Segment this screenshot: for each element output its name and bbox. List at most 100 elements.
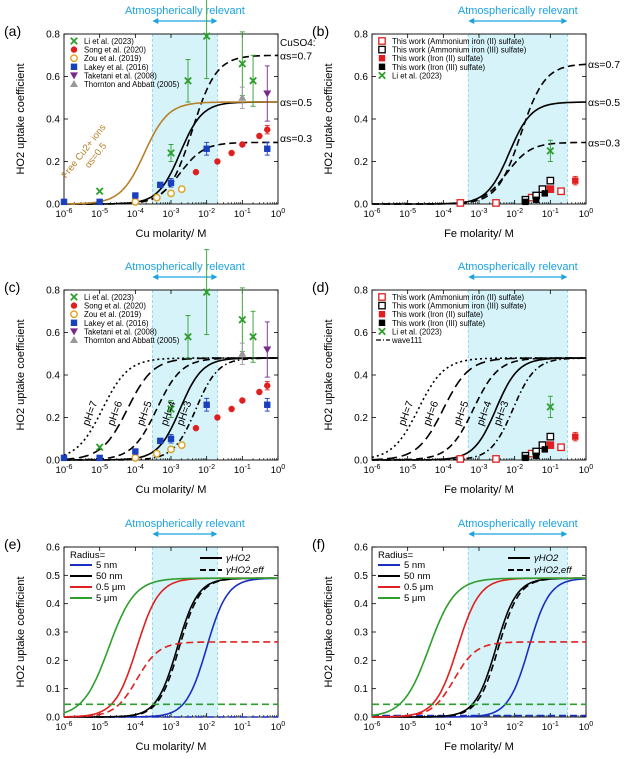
y-axis-label: HO2 uptake coefficient [323,319,335,430]
y-tick-label: 0.3 [46,628,60,639]
data-marker [378,63,386,70]
data-marker [532,452,540,459]
panel-b: Atmospherically relevant (b) 0.0 0.2 0.4 0.6 0… [312,5,620,240]
legend-entry: Thornton and Abbatt (2005) [84,336,180,345]
x-tick-label: 10-1 [234,207,251,220]
data-marker [378,319,386,326]
data-marker [70,302,78,309]
data-marker [167,149,175,157]
legend-entry: This work (Ammonium iron (II) sulfate) [392,293,525,302]
series-curve [64,641,278,718]
x-tick-label: 10-2 [506,463,523,476]
arrow-head-left [152,531,159,537]
x-axis-label: Cu molarity/ M [136,741,207,753]
x-tick-label: 10-3 [163,463,180,476]
legend-entry: 50 nm [404,571,430,582]
data-marker [264,401,271,408]
data-marker [378,37,386,45]
legend-entry: This work (Iron (II) sulfate) [392,54,483,63]
y-tick-label: 0.4 [46,115,60,126]
x-tick-label: 10-6 [364,463,381,476]
legend-title: Radius= [378,550,414,561]
series-curve [371,641,586,718]
legend-entry: This work (Iron (II) sulfate) [392,310,483,319]
data-marker [132,448,139,455]
chart-title: Atmospherically relevant [458,5,578,17]
panel-f: Atmospherically relevant (f) 0.0 0.1 0.2 0.3 0… [312,518,593,753]
data-marker [70,54,78,63]
panel-label: (b) [312,23,329,39]
data-marker [546,403,555,411]
y-tick-label: 0.2 [46,656,60,667]
x-axis-label: Fe molarity/ M [444,741,514,753]
data-marker [557,187,565,196]
x-tick-label: 10-3 [163,207,180,220]
series-curve [63,577,278,714]
data-marker [228,149,235,157]
data-marker [238,315,247,324]
x-tick-label: 10-3 [163,720,180,733]
data-marker [557,443,565,452]
data-marker [70,336,78,343]
data-marker [202,32,211,40]
curve-label: αs=0.3 [588,137,620,149]
data-marker [192,168,200,176]
data-marker [239,397,246,404]
x-tick-label: 10-2 [198,720,215,733]
chart-title: Atmospherically relevant [125,261,245,273]
data-marker [157,181,164,189]
data-marker [203,145,210,152]
data-marker [167,435,175,442]
arrow-head-left [468,18,475,24]
data-marker [214,414,221,421]
x-tick-label: 10-2 [198,463,215,476]
chart-title: Atmospherically relevant [458,518,578,530]
y-tick-label: 0.2 [354,656,368,667]
curve-label: pH=7 [80,399,100,427]
data-marker [378,55,386,62]
data-marker [70,319,78,326]
panel-label: (f) [312,536,325,552]
legend-entry: Zou et al. (2019) [84,310,142,319]
arrow-head-left [468,531,475,537]
y-tick-label: 0.1 [354,684,368,695]
y-tick-label: 0.6 [354,543,368,554]
legend-style-entry: γHO2,eff [534,565,573,576]
data-marker [184,332,192,341]
y-tick-label: 0.0 [354,713,368,724]
chart-title: Atmospherically relevant [125,5,245,17]
legend-entry: 50 nm [96,571,122,582]
data-marker [228,405,235,413]
x-tick-label: 10-4 [127,720,144,733]
data-marker [547,441,554,449]
data-marker [167,445,175,454]
x-tick-label: 10-4 [435,463,452,476]
data-marker [214,158,221,165]
data-marker [96,454,103,462]
data-marker [70,46,78,53]
annotation-label: CuSO4: [280,38,316,49]
y-axis-label: HO2 uptake coefficient [15,319,27,430]
data-marker [378,45,386,54]
x-axis-label: Cu molarity/ M [136,484,207,496]
data-marker [532,196,540,203]
y-axis-label: HO2 uptake coefficient [15,576,27,687]
data-marker [572,177,579,184]
panel-label: (a) [4,23,21,39]
x-tick-label: 10-2 [506,720,523,733]
data-marker [378,293,386,301]
y-tick-label: 0.2 [46,157,60,168]
x-tick-label: 10-5 [91,720,108,733]
legend-entry: Song et al. (2020) [84,46,146,55]
y-tick-label: 0.8 [354,286,368,297]
legend-entry: Li et al. (2023) [84,293,134,302]
chart-title: Atmospherically relevant [125,518,245,530]
curve-label: pH=6 [421,399,441,427]
series-curve [371,577,586,717]
data-marker [177,441,186,450]
legend-style-entry: γHO2,eff [226,565,265,576]
data-marker [238,349,247,357]
legend-entry: 5 μm [404,593,425,604]
x-tick-label: 10-4 [435,207,452,220]
